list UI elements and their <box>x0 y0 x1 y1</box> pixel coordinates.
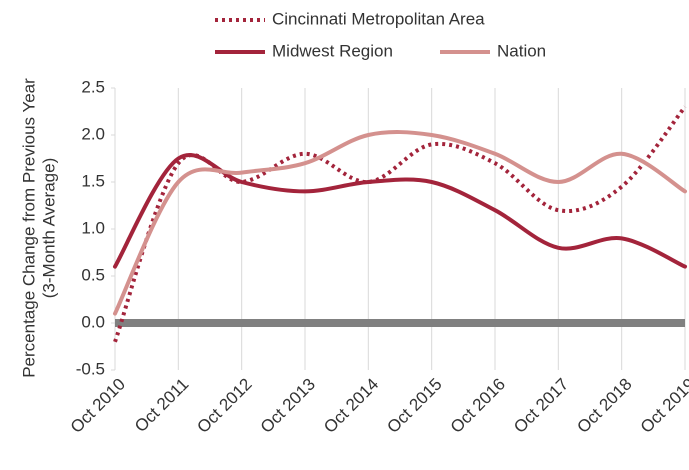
y-tick-label: 1.0 <box>81 218 105 237</box>
y-tick-label: 2.0 <box>81 124 105 143</box>
x-tick-label: Oct 2018 <box>573 375 635 437</box>
x-tick-label: Oct 2011 <box>131 375 192 436</box>
legend-label: Nation <box>497 41 546 60</box>
x-tick-label: Oct 2013 <box>257 375 319 437</box>
x-tick-label: Oct 2015 <box>383 375 445 437</box>
y-label-line: Percentage Change from Previous Year <box>19 78 38 378</box>
y-label-line: (3-Month Average) <box>39 158 58 298</box>
legend-label: Cincinnati Metropolitan Area <box>272 9 485 28</box>
series-line <box>113 130 687 316</box>
x-tick-label: Oct 2012 <box>193 375 255 437</box>
series-line <box>113 105 687 343</box>
y-tick-label: 0.5 <box>81 265 105 284</box>
y-tick-label: 1.5 <box>81 171 105 190</box>
y-tick-label: -0.5 <box>76 359 105 378</box>
x-tick-label: Oct 2019 <box>637 375 689 437</box>
y-tick-label: 2.5 <box>81 77 105 96</box>
y-axis-title: Percentage Change from Previous Year (3-… <box>19 78 58 378</box>
x-tick-label: Oct 2017 <box>510 375 572 437</box>
x-tick-label: Oct 2014 <box>320 375 382 437</box>
x-tick-label: Oct 2010 <box>67 375 129 437</box>
x-tick-label: Oct 2016 <box>447 375 509 437</box>
y-tick-label: 0.0 <box>81 312 105 331</box>
series-line <box>113 153 687 269</box>
legend-label: Midwest Region <box>272 41 393 60</box>
